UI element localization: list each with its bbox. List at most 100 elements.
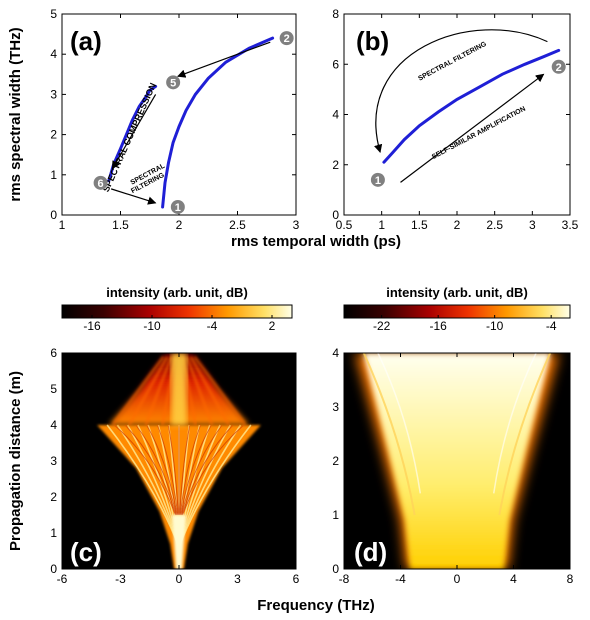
c-fringe-dark [124,424,177,516]
c-top-streak [189,355,231,426]
c-plot-frame [61,352,297,570]
c-xtick-label: 0 [176,572,183,586]
c-fringe-dark [167,424,179,516]
c-ylabel: Propagation distance (m) [7,371,24,551]
c-panel-label: (c) [70,537,102,567]
b-xtick-label: 3.5 [562,218,579,232]
a-marker-2 [279,31,294,46]
d-fringe [498,353,552,516]
a-marker-5 [166,75,181,90]
d-plot-frame [343,352,571,570]
c-ytick-label: 4 [50,418,57,432]
d-colorbar-tick-label: -4 [546,319,557,333]
a-xtick-label: 1.5 [112,218,129,232]
b-ytick-label: 8 [332,7,339,21]
c-top-core [171,353,187,425]
a-series-line [107,84,158,183]
a-marker-1 [170,199,185,214]
a-ytick-label: 3 [50,87,57,101]
d-ytick-label: 2 [332,454,339,468]
a-xtick-label: 1 [59,218,66,232]
d-xtick-label: -8 [339,572,350,586]
d-colorbar-tick-label: -16 [429,319,447,333]
c-xtick-label: 6 [293,572,300,586]
b-arrow-filtering [374,29,548,153]
c-fringe-dark [181,424,234,516]
b-marker-2 [551,59,566,74]
d-colorbar-tick-label: -22 [373,319,391,333]
b-xtick-label: 1.5 [411,218,428,232]
a-ylabel: rms spectral width (THz) [7,27,24,201]
b-marker-label: 2 [556,62,562,74]
b-xtick-label: 1 [378,218,385,232]
c-top-streak [127,355,169,426]
d-colorbar-tick-label: -10 [486,319,504,333]
c-ytick-label: 0 [50,562,57,576]
d-ytick-label: 3 [332,400,339,414]
c-top-streak [144,356,173,426]
c-xtick-label: -3 [115,572,126,586]
d-body [363,353,551,569]
c-ytick-label: 1 [50,526,57,540]
d-xtick-label: 4 [510,572,517,586]
a-marker-label: 5 [170,77,176,89]
a-arrow-compression [111,94,157,170]
b-xtick-label: 3 [529,218,536,232]
a-ytick-label: 5 [50,7,57,21]
b-ytick-label: 6 [332,57,339,71]
d-xtick-label: -4 [395,572,406,586]
b-series-line [382,48,561,164]
a-marker-label: 2 [284,33,290,45]
c-core [172,515,186,569]
d-colorbar-label: intensity (arb. unit, dB) [386,285,528,300]
c-colorbar-label: intensity (arb. unit, dB) [106,285,248,300]
b-ytick-label: 4 [332,108,339,122]
a-arrow-filtering [110,188,157,205]
d-fringe-light [492,353,537,494]
c-ytick-label: 3 [50,454,57,468]
c-colorbar-tick-label: 2 [269,319,276,333]
d-xtick-label: 0 [454,572,461,586]
a-panel-label: (a) [70,26,102,56]
a-ytick-label: 2 [50,128,57,142]
b-ytick-label: 2 [332,158,339,172]
a-xtick-label: 2.5 [229,218,246,232]
b-xtick-label: 2.5 [486,218,503,232]
c-colorbar-tick-label: -10 [143,319,161,333]
c-fringe-dark [180,424,223,516]
b-marker-label: 1 [375,175,381,187]
b-plot-frame [343,13,571,216]
d-fringe [362,353,416,516]
d-ytick-label: 4 [332,346,339,360]
c-fringe-dark [182,424,245,516]
c-xtick-label: 3 [234,572,241,586]
c-colorbar [61,304,293,319]
a-marker-label: 6 [98,178,104,190]
d-fringe-light [377,353,422,494]
b-xtick-label: 2 [454,218,461,232]
b-marker-1 [370,172,385,187]
c-fringe-dark [146,424,178,516]
a-arrow-2-to-5 [177,41,271,78]
c-fringe-dark [135,424,178,516]
d-panel-label: (d) [354,537,387,567]
b-xtick-label: 0.5 [336,218,353,232]
c-fringe-dark [179,424,202,516]
c-top-streak [193,355,247,426]
c-ytick-label: 2 [50,490,57,504]
b-arrow-amplification [400,73,545,183]
c-ytick-label: 5 [50,382,57,396]
c-fringe-dark [113,424,176,516]
c-top-streak [111,355,165,426]
b-panel-label: (b) [356,26,389,56]
top-xlabel: rms temporal width (ps) [231,233,401,250]
bottom-xlabel: Frequency (THz) [257,597,375,614]
a-xtick-label: 3 [293,218,300,232]
a-series-line [161,36,275,209]
c-colorbar-tick-label: -16 [83,319,101,333]
c-fringe-dark [179,424,191,516]
a-ytick-label: 0 [50,208,57,222]
a-plot-frame [61,13,297,216]
c-top-streak [185,356,214,426]
